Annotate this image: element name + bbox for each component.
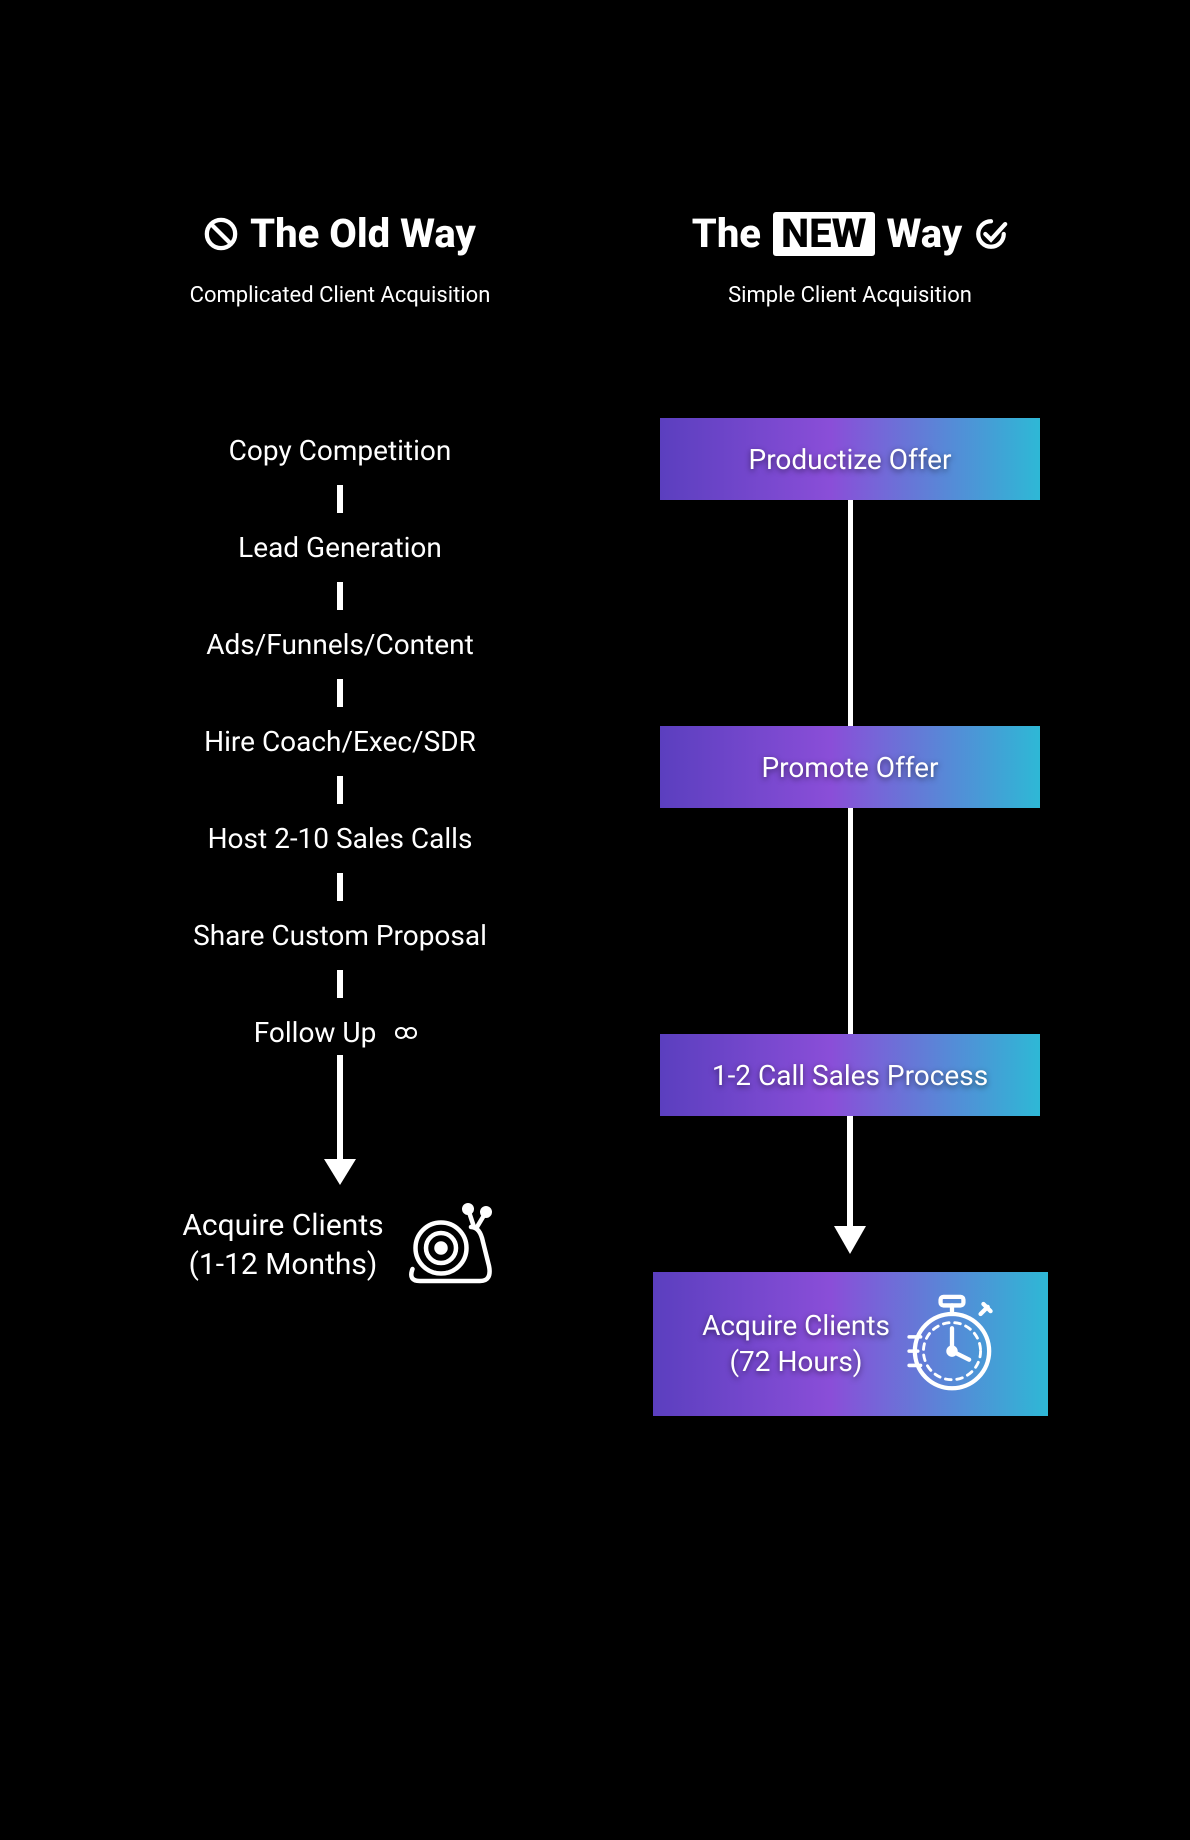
tick-connector bbox=[337, 776, 343, 804]
new-step-box: 1-2 Call Sales Process bbox=[660, 1034, 1040, 1116]
new-step-label: Productize Offer bbox=[749, 443, 952, 476]
snail-icon bbox=[402, 1203, 498, 1287]
old-way-result: Acquire Clients (1-12 Months) bbox=[182, 1203, 497, 1287]
tick-connector bbox=[337, 679, 343, 707]
old-way-steps: Copy Competition Lead Generation Ads/Fun… bbox=[125, 428, 555, 1287]
down-arrow-icon bbox=[828, 1114, 872, 1254]
tick-connector bbox=[337, 582, 343, 610]
old-result-text: Acquire Clients (1-12 Months) bbox=[182, 1206, 383, 1284]
tick-connector bbox=[337, 970, 343, 998]
old-result-line2: (1-12 Months) bbox=[182, 1245, 383, 1284]
new-step-label: Promote Offer bbox=[761, 751, 938, 784]
old-step: Host 2-10 Sales Calls bbox=[208, 816, 473, 861]
connector-line bbox=[848, 808, 853, 1034]
new-way-column: The NEW Way Simple Client Acquisition Pr… bbox=[635, 210, 1065, 1416]
new-result-line2: (72 Hours) bbox=[702, 1344, 890, 1380]
new-way-title-pre: The bbox=[692, 210, 761, 257]
check-circle-icon bbox=[974, 217, 1008, 251]
new-result-line1: Acquire Clients bbox=[702, 1308, 890, 1344]
old-way-title: The Old Way bbox=[250, 210, 476, 257]
connector-line bbox=[848, 500, 853, 726]
old-step-label: Follow Up bbox=[254, 1016, 377, 1049]
old-step: Copy Competition bbox=[229, 428, 452, 473]
new-way-title-post: Way bbox=[887, 210, 963, 257]
down-arrow-icon bbox=[318, 1055, 362, 1185]
new-way-steps: Productize Offer Promote Offer 1-2 Call … bbox=[635, 418, 1065, 1416]
stopwatch-icon bbox=[906, 1294, 998, 1394]
old-step-followup: Follow Up bbox=[254, 1010, 427, 1055]
old-step: Hire Coach/Exec/SDR bbox=[204, 719, 476, 764]
tick-connector bbox=[337, 873, 343, 901]
old-step: Lead Generation bbox=[238, 525, 442, 570]
new-way-result: Acquire Clients (72 Hours) bbox=[653, 1272, 1048, 1416]
new-step-box: Productize Offer bbox=[660, 418, 1040, 500]
old-step: Ads/Funnels/Content bbox=[206, 622, 474, 667]
old-way-column: The Old Way Complicated Client Acquisiti… bbox=[125, 210, 555, 1416]
new-result-text: Acquire Clients (72 Hours) bbox=[702, 1308, 890, 1381]
old-way-header: The Old Way bbox=[204, 210, 476, 257]
new-step-box: Promote Offer bbox=[660, 726, 1040, 808]
new-badge: NEW bbox=[773, 212, 875, 256]
new-step-label: 1-2 Call Sales Process bbox=[712, 1059, 988, 1092]
comparison-container: The Old Way Complicated Client Acquisiti… bbox=[0, 0, 1190, 1416]
old-result-line1: Acquire Clients bbox=[182, 1206, 383, 1245]
new-way-header: The NEW Way bbox=[692, 210, 1008, 257]
new-way-subhead: Simple Client Acquisition bbox=[728, 283, 972, 308]
prohibit-icon bbox=[204, 217, 238, 251]
infinity-icon bbox=[386, 1022, 426, 1044]
tick-connector bbox=[337, 485, 343, 513]
old-step: Share Custom Proposal bbox=[193, 913, 487, 958]
old-way-subhead: Complicated Client Acquisition bbox=[190, 283, 491, 308]
